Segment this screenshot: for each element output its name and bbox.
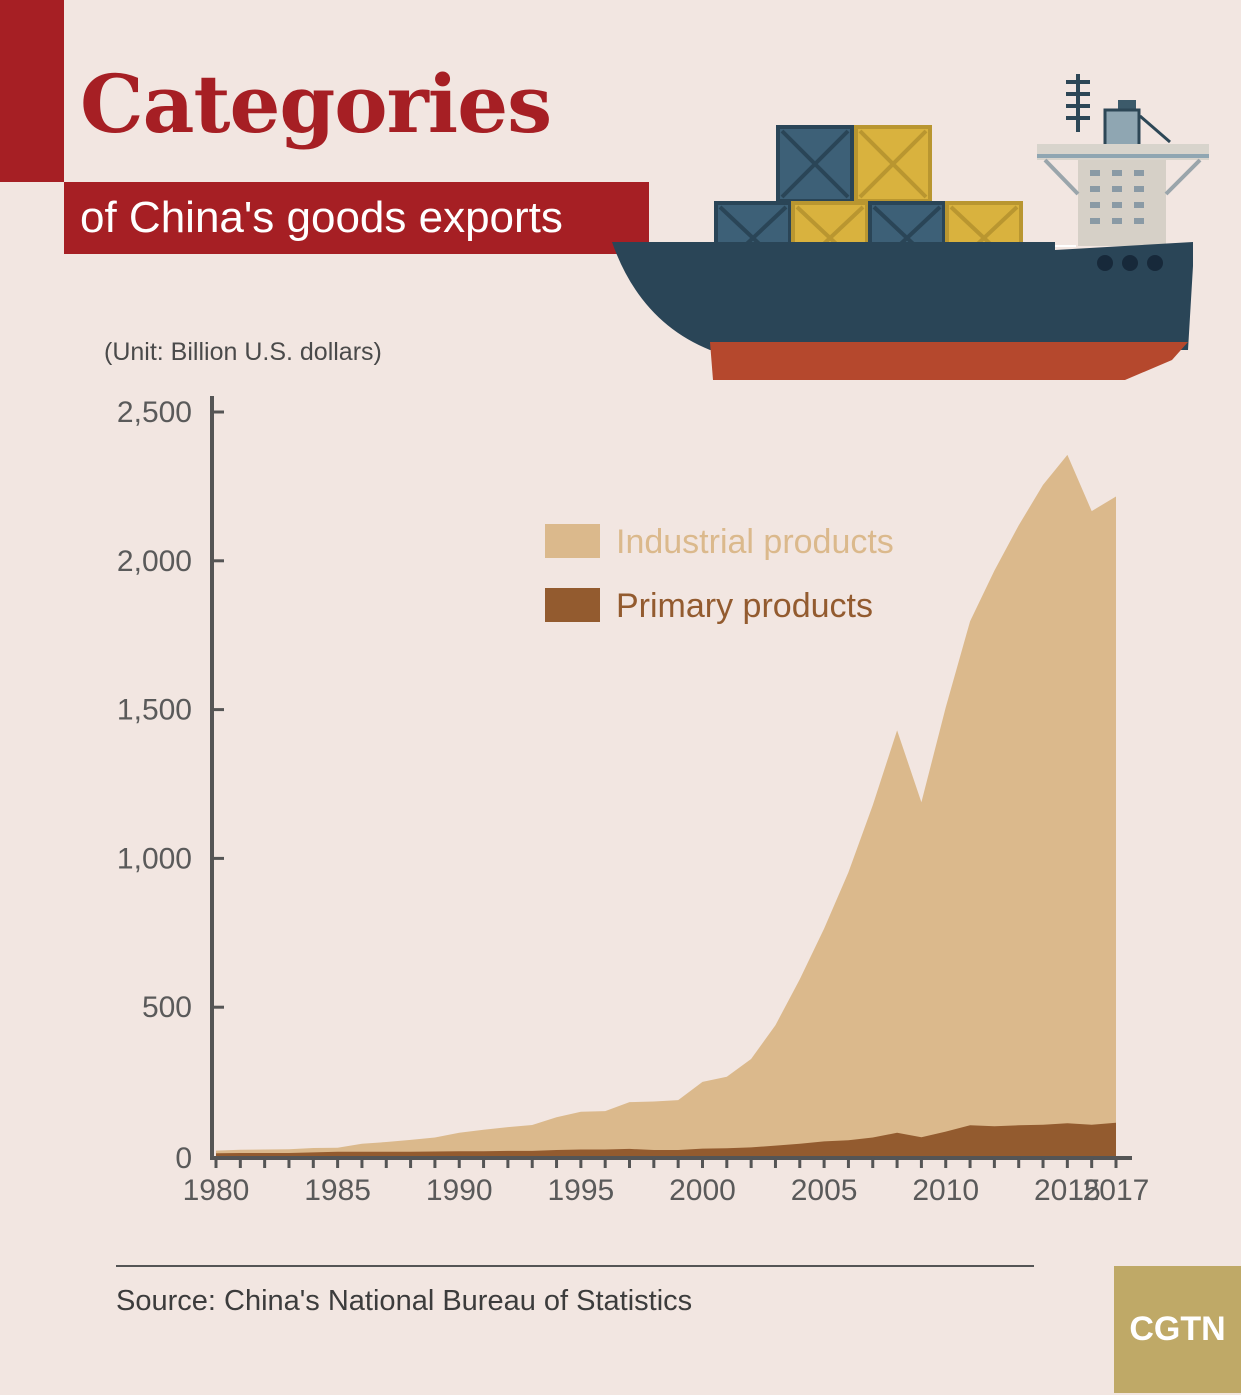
y-tick-labels: 0 500 1,000 1,500 2,000 2,500 (117, 396, 224, 1175)
page-subtitle: of China's goods exports (64, 182, 649, 254)
porthole-icons (1097, 255, 1163, 271)
page-title: Categories (80, 57, 552, 151)
x-tick-label: 2015 (1034, 1174, 1101, 1207)
cargo-ship-illustration (612, 74, 1209, 380)
y-tick-label: 2,000 (117, 545, 192, 578)
chart-axes (210, 396, 1132, 1160)
exports-area-chart: 0 500 1,000 1,500 2,000 2,500 1980 1985 1990 199… (117, 396, 1150, 1207)
legend-swatch (545, 588, 600, 622)
bridge-tower (1037, 100, 1209, 246)
x-tick-label: 2017 (1083, 1174, 1150, 1207)
y-tick-label: 1,000 (117, 842, 192, 875)
x-tick-label: 2000 (669, 1174, 736, 1207)
y-tick-label: 2,500 (117, 396, 192, 429)
x-tick-label: 1990 (426, 1174, 493, 1207)
legend-label: Primary products (616, 587, 873, 625)
x-tick-label: 2005 (791, 1174, 858, 1207)
source-note: Source: China's National Bureau of Stati… (116, 1285, 693, 1317)
series-area-primary-products (216, 1122, 1116, 1156)
legend-swatch (545, 524, 600, 558)
x-tick-label: 1995 (547, 1174, 614, 1207)
footer-divider (116, 1265, 1034, 1267)
x-tick-label: 1985 (304, 1174, 371, 1207)
series-area-industrial-products (216, 454, 1116, 1156)
ship-hull (612, 242, 1193, 380)
y-tick-label: 0 (175, 1142, 192, 1175)
mast-icon (1066, 74, 1090, 132)
chart-areas (216, 454, 1116, 1156)
cgtn-logo: CGTN (1114, 1266, 1241, 1393)
unit-label: (Unit: Billion U.S. dollars) (104, 338, 382, 366)
legend-label: Industrial products (616, 523, 894, 561)
accent-bar (0, 0, 64, 182)
x-tick-label: 2010 (912, 1174, 979, 1207)
y-tick-label: 500 (142, 991, 192, 1024)
y-tick-label: 1,500 (117, 694, 192, 727)
chart-legend: Industrial products Primary products (545, 523, 894, 625)
x-tick-label: 1980 (183, 1174, 250, 1207)
